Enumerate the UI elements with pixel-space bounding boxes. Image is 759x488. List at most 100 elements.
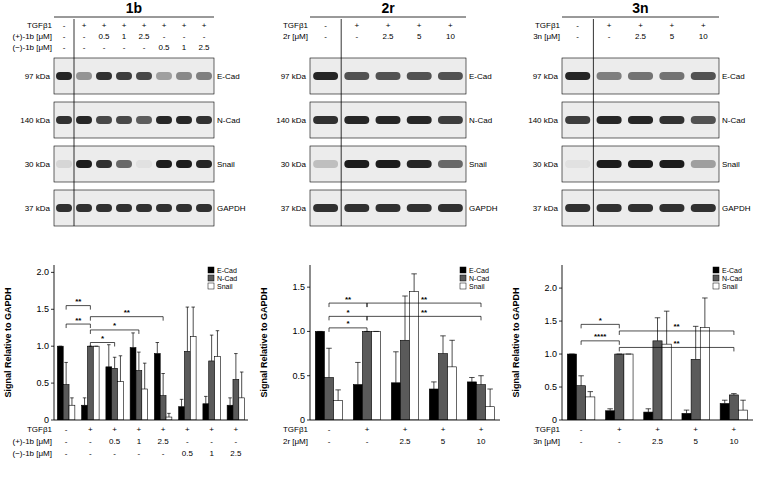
- error-line: [657, 318, 658, 341]
- lane-label: 2.5: [198, 43, 210, 52]
- error-line: [704, 298, 705, 328]
- error-bar: [607, 409, 613, 411]
- bar: [63, 385, 69, 420]
- protein-label: N-Cad: [469, 116, 492, 125]
- significance-label: **: [124, 308, 131, 317]
- category-label: -: [65, 449, 68, 458]
- category-label: -: [618, 437, 621, 446]
- error-bar: [646, 409, 652, 412]
- bar-chart: Signal Relative to GAPDH00.51.01.5TGFβ1-…: [259, 265, 500, 446]
- y-tick-label: 0: [44, 415, 49, 425]
- error-bar: [131, 333, 134, 348]
- blot-panel: 3nTGFβ1-++++3n [μM]--2.551097 kDaE-Cad14…: [528, 0, 750, 226]
- lane-label: 10: [699, 32, 708, 41]
- significance-bracket: [90, 330, 139, 334]
- panel-title: 1b: [126, 0, 142, 16]
- bar: [324, 377, 333, 420]
- error-line: [743, 400, 744, 410]
- error-line: [84, 398, 85, 405]
- legend-swatch: [208, 267, 214, 273]
- category-label: 1: [209, 449, 214, 458]
- band: [565, 116, 590, 124]
- band: [196, 160, 212, 168]
- protein-label: N-Cad: [722, 116, 745, 125]
- error-bar: [180, 399, 183, 406]
- error-bar: [210, 335, 213, 361]
- error-cap: [137, 352, 140, 353]
- bar: [467, 382, 476, 420]
- category-label: +: [732, 425, 737, 434]
- lane-label: -: [63, 21, 66, 30]
- error-bar: [228, 398, 231, 405]
- protein-label: Snail: [469, 160, 487, 169]
- legend-label: N-Cad: [217, 275, 237, 282]
- band: [565, 72, 590, 80]
- blot-strip: [310, 58, 466, 94]
- category-label: +: [441, 425, 446, 434]
- band: [376, 72, 401, 80]
- category-label: +: [88, 425, 93, 434]
- significance-label: ****: [594, 332, 607, 341]
- bar: [334, 401, 343, 420]
- band: [116, 204, 132, 212]
- error-bar: [740, 400, 746, 410]
- legend-swatch: [713, 283, 719, 289]
- band: [96, 160, 112, 168]
- bar: [142, 389, 148, 420]
- category-label: +: [112, 425, 117, 434]
- category-label: -: [89, 437, 92, 446]
- error-cap: [393, 351, 398, 352]
- band: [156, 116, 172, 124]
- y-tick-label: 1.5: [36, 304, 49, 314]
- blot-strip: [562, 58, 719, 94]
- lane-label: -: [163, 32, 166, 41]
- legend-swatch: [460, 267, 466, 273]
- lane-label: +: [670, 21, 675, 30]
- bar: [106, 367, 112, 420]
- lane-label: +: [122, 21, 127, 30]
- lane-label: -: [83, 43, 86, 52]
- error-line: [471, 377, 472, 381]
- error-bar: [240, 372, 243, 398]
- lane-label: -: [103, 43, 106, 52]
- error-cap: [578, 375, 584, 376]
- error-bar: [161, 374, 164, 396]
- y-tick-label: 0.5: [36, 378, 49, 388]
- error-line: [581, 376, 582, 386]
- error-line: [144, 363, 145, 389]
- row-label: TGFβ1: [27, 21, 53, 30]
- lane-label: 1: [182, 43, 187, 52]
- band: [438, 72, 463, 80]
- y-tick-label: 1.0: [544, 349, 557, 359]
- header-rule: [562, 17, 719, 18]
- category-label: 10: [729, 437, 738, 446]
- legend-swatch: [713, 267, 719, 273]
- size-label: 97 kDa: [25, 72, 51, 81]
- bar: [644, 412, 653, 420]
- error-cap: [693, 326, 699, 327]
- marks: [57, 307, 244, 420]
- error-bar: [355, 362, 360, 384]
- band: [597, 204, 622, 212]
- category-label: -: [366, 437, 369, 446]
- band: [116, 72, 132, 80]
- band: [313, 204, 338, 212]
- y-tick-label: 0: [552, 415, 557, 425]
- bar: [486, 407, 495, 420]
- legend-label: Snail: [217, 283, 233, 290]
- category-row-label: TGFβ1: [283, 425, 309, 434]
- category-label: 1: [137, 437, 142, 446]
- lane-divider: [593, 19, 594, 226]
- bar: [391, 383, 400, 420]
- band: [565, 160, 590, 168]
- marks: [567, 298, 747, 420]
- error-bar: [94, 346, 97, 347]
- error-cap: [234, 353, 237, 354]
- bar: [136, 371, 142, 420]
- error-cap: [204, 396, 207, 397]
- error-line: [433, 382, 434, 389]
- legend-label: Snail: [722, 283, 738, 290]
- band: [344, 72, 369, 80]
- y-tick-label: 0.5: [292, 371, 305, 381]
- band: [56, 204, 72, 212]
